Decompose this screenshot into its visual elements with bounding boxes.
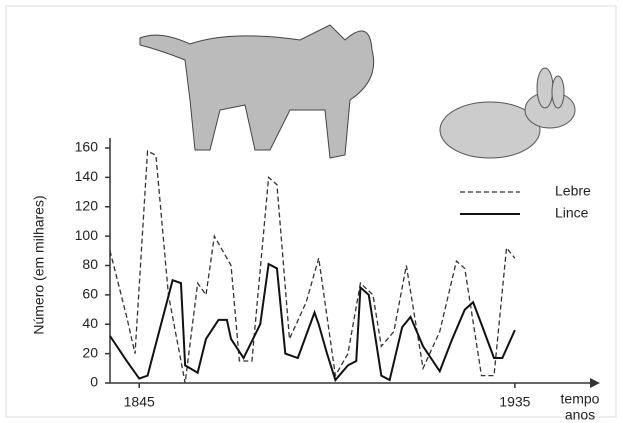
y-tick-label: 60 <box>82 286 98 302</box>
y-tick-label: 160 <box>75 139 99 155</box>
lynx-illustration <box>140 25 374 158</box>
x-tick-label: 1845 <box>124 394 155 410</box>
y-tick-label: 40 <box>82 315 98 331</box>
series-line <box>110 151 515 383</box>
x-tick-label: 1935 <box>499 394 530 410</box>
legend-label: Lince <box>555 205 589 221</box>
y-tick-label: 120 <box>75 197 99 213</box>
x-axis-label: tempo <box>561 391 600 407</box>
y-tick-label: 0 <box>90 374 98 390</box>
x-axis-label: anos <box>565 407 595 423</box>
y-tick-label: 80 <box>82 256 98 272</box>
chart: Número (em milhares) tempo anos 0 20 40 60 8… <box>0 0 622 423</box>
x-axis-arrow <box>590 378 600 388</box>
legend-label: Lebre <box>555 183 591 199</box>
y-tick-label: 140 <box>75 168 99 184</box>
y-axis-label: Número (em milhares) <box>31 195 47 334</box>
rabbit-illustration <box>440 68 575 158</box>
y-tick-label: 100 <box>75 227 99 243</box>
y-tick-label: 20 <box>82 344 98 360</box>
